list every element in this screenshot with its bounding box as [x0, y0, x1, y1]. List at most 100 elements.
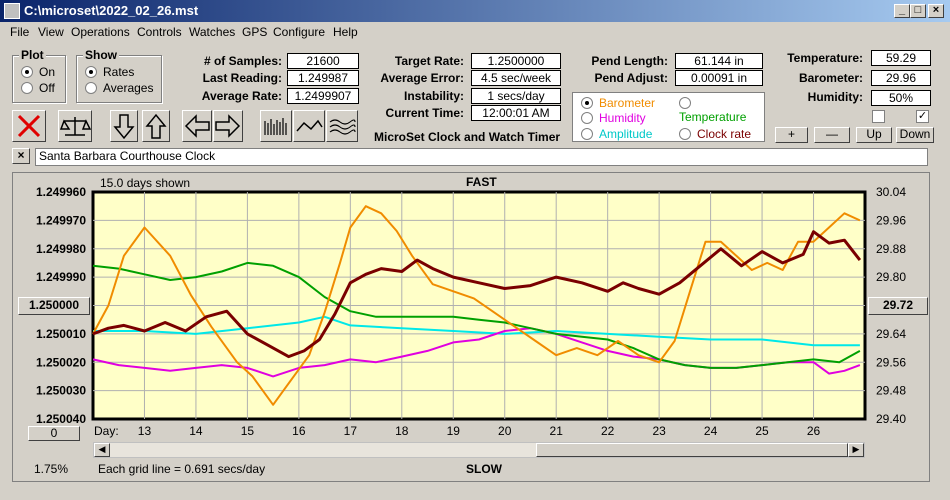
pend-adjust-label: Pend Adjust:	[594, 71, 668, 85]
right-tick-label: 29.96	[876, 213, 906, 227]
scroll-left-button[interactable]: ◀	[94, 443, 110, 457]
chart-series	[92, 205, 862, 406]
series-line-barometer	[92, 205, 861, 406]
show-averages-radio[interactable]: Averages	[85, 81, 153, 95]
up-button[interactable]: Up	[856, 127, 892, 143]
average-rate-label: Average Rate:	[201, 89, 282, 103]
right-tick-label: 30.04	[876, 185, 906, 199]
clock-name-input[interactable]: Santa Barbara Courthouse Clock	[35, 148, 928, 166]
show-group-title: Show	[83, 48, 119, 62]
menu-view[interactable]: View	[38, 25, 64, 39]
series-humidity-radio[interactable]: Humidity	[581, 111, 646, 125]
series-line-temperature	[92, 261, 861, 369]
humidity-checkbox-1[interactable]	[872, 110, 885, 123]
down-arrow-button[interactable]	[110, 110, 138, 142]
minimize-button[interactable]: _	[894, 4, 910, 18]
show-rates-radio[interactable]: Rates	[85, 65, 134, 79]
up-arrow-button[interactable]	[142, 110, 170, 142]
scroll-right-button[interactable]: ▶	[848, 443, 864, 457]
x-tick-label: 21	[550, 424, 564, 438]
fast-label: FAST	[466, 175, 497, 189]
radio-dot	[21, 82, 33, 94]
app-icon	[4, 3, 20, 19]
plot-off-radio[interactable]: Off	[21, 81, 55, 95]
down-button[interactable]: Down	[896, 127, 934, 143]
down-arrow-icon	[113, 114, 135, 140]
red-x-icon	[17, 114, 41, 138]
x-tick-label: 13	[138, 424, 152, 438]
radio-dot	[85, 66, 97, 78]
samples-field: 21600	[287, 53, 359, 69]
x-tick-label: 19	[447, 424, 461, 438]
x-axis-ticks: 13 14 15 16 17 18 19 20 21 22 23 24 25 26	[138, 424, 821, 438]
smooth-view-button[interactable]	[326, 110, 358, 142]
x-tick-label: 14	[189, 424, 203, 438]
x-tick-label: 15	[241, 424, 255, 438]
maximize-button[interactable]: □	[910, 4, 926, 18]
right-tick-label: 29.88	[876, 242, 906, 256]
grid-note-label: Each grid line = 0.691 secs/day	[98, 462, 266, 476]
x-tick-label: 18	[395, 424, 409, 438]
humidity-checkbox-2[interactable]: ✓	[916, 110, 929, 123]
scroll-thumb[interactable]	[536, 443, 848, 457]
close-button[interactable]: ×	[928, 4, 944, 18]
instability-label: Instability:	[403, 89, 464, 103]
instability-field: 1 secs/day	[471, 88, 561, 104]
humidity-label: Humidity:	[807, 90, 863, 104]
series-amplitude-radio[interactable]: Amplitude	[581, 127, 652, 141]
barometer-field: 29.96	[871, 70, 931, 86]
x-tick-label: 25	[755, 424, 769, 438]
menu-gps[interactable]: GPS	[242, 25, 268, 39]
series-barometer-radio[interactable]: Barometer	[581, 96, 655, 110]
zero-button[interactable]: 0	[28, 426, 80, 441]
menu-controls[interactable]: Controls	[137, 25, 182, 39]
clear-button[interactable]	[12, 110, 46, 142]
radio-dot	[581, 128, 593, 140]
graph-frame	[12, 172, 930, 482]
left-tick-label: 1.249980	[36, 242, 86, 256]
balance-button[interactable]	[58, 110, 92, 142]
right-axis-ticks: 30.0429.9629.8829.8029.7229.6429.5629.48…	[876, 185, 906, 426]
clear-name-button[interactable]: ×	[12, 148, 30, 164]
barometer-label: Barometer:	[798, 71, 863, 85]
right-arrow-icon	[215, 114, 241, 138]
bars-view-button[interactable]	[260, 110, 292, 142]
x-tick-label: 26	[807, 424, 821, 438]
humidity-field: 50%	[871, 90, 931, 106]
left-tick-label: 1.249990	[36, 270, 86, 284]
center-baro-button[interactable]: 29.72	[868, 297, 928, 315]
plot-group: Plot On Off	[12, 48, 66, 103]
menu-configure[interactable]: Configure	[273, 25, 326, 39]
left-tick-label: 1.249960	[36, 185, 86, 199]
menu-operations[interactable]: Operations	[71, 25, 130, 39]
horizontal-scrollbar[interactable]: ◀ ▶	[93, 442, 865, 458]
x-tick-label: 16	[292, 424, 306, 438]
menu-bar: File View Operations Controls Watches GP…	[0, 22, 950, 42]
window-title: C:\microset\2022_02_26.mst	[24, 3, 199, 18]
plot-on-radio[interactable]: On	[21, 65, 55, 79]
menu-watches[interactable]: Watches	[189, 25, 236, 39]
menu-file[interactable]: File	[10, 25, 30, 39]
line-view-button[interactable]	[293, 110, 325, 142]
radio-dot	[679, 128, 691, 140]
plus-button[interactable]: +	[775, 127, 808, 143]
x-tick-label: 24	[704, 424, 718, 438]
samples-label: # of Samples:	[203, 54, 282, 68]
target-rate-field[interactable]: 1.2500000	[471, 53, 561, 69]
app-caption: MicroSet Clock and Watch Timer	[374, 130, 561, 144]
line-wave-icon	[296, 119, 323, 132]
balance-scale-icon	[59, 117, 91, 136]
left-tick-label: 1.250040	[36, 412, 86, 426]
right-tick-label: 29.80	[876, 270, 906, 284]
series-clock-rate-radio[interactable]: Clock rate	[679, 127, 751, 141]
up-arrow-icon	[145, 113, 167, 139]
menu-help[interactable]: Help	[333, 25, 358, 39]
minus-button[interactable]: —	[814, 127, 850, 143]
series-temperature-radio[interactable]: Temperature	[679, 96, 764, 124]
average-error-label: Average Error:	[380, 71, 464, 85]
right-arrow-button[interactable]	[213, 110, 243, 142]
left-arrow-button[interactable]	[182, 110, 212, 142]
left-arrow-icon	[184, 114, 210, 138]
center-rate-button[interactable]: 1.250000	[18, 297, 90, 315]
